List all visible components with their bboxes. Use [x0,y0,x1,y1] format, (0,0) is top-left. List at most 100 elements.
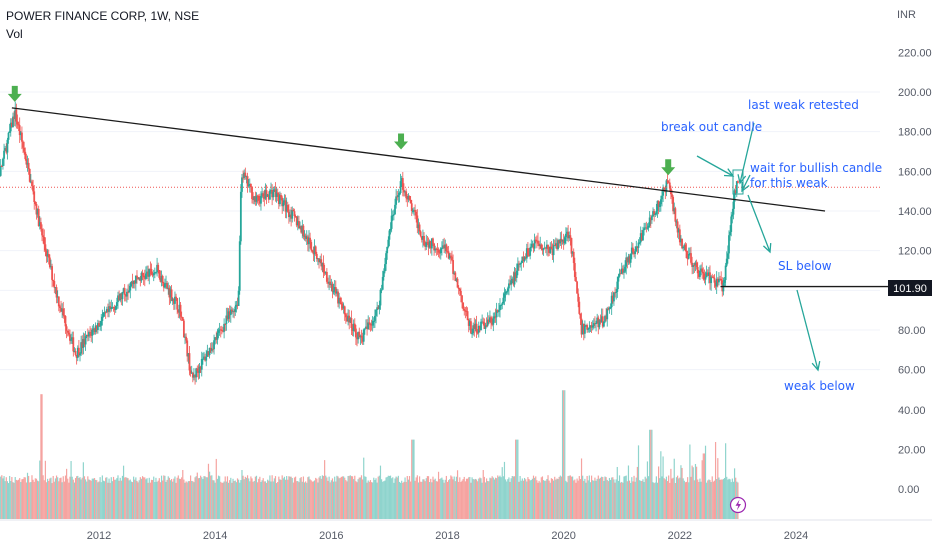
candle-body [151,274,154,276]
annotation-arrow-line [796,289,819,371]
candle-body [342,306,345,309]
candle-body [403,189,405,193]
volume-bar [673,458,675,519]
volume-bar [202,479,204,519]
candle-body [549,246,552,253]
candle-body [465,310,468,312]
candle-body [687,253,690,259]
candle-body [497,310,500,312]
volume-bar [181,477,183,519]
volume-bar [568,475,570,519]
volume-bar [650,429,652,519]
volume-bar [281,475,283,519]
candle-body [283,200,286,203]
volume-bar [536,480,538,519]
volume-bar [541,476,544,519]
volume-bar [29,482,31,519]
volume-bar [367,480,369,519]
candle-body [243,172,246,178]
candle-body [700,268,702,271]
last-price-bg [888,280,932,296]
volume-bar [720,479,722,519]
candle-body [600,316,603,323]
candle-body [47,253,50,258]
candle-body [410,203,413,211]
volume-bar [366,482,368,519]
candle-body [319,259,322,263]
volume-bar [19,478,21,519]
volume-bar [626,481,628,519]
candle-body [253,196,256,200]
volume-bar [184,482,186,519]
candle-body [594,323,596,325]
volume-bar [50,477,52,519]
candle-body [352,323,355,331]
alert-icon[interactable] [729,496,747,514]
volume-bar [692,467,694,519]
volume-bar [290,476,292,519]
time-axis[interactable]: 2012 2014 2016 2018 2020 2022 2024 [0,519,932,542]
volume-bar [127,478,129,519]
volume-bar [64,475,67,519]
volume-bar [286,476,288,519]
candle-body [504,291,507,294]
candle-body [355,328,357,338]
candle-body [79,353,81,356]
volume-bar [193,482,195,519]
candle-body [213,340,215,350]
volume-bar [649,429,651,519]
volume-bar [332,481,335,519]
volume-bar [589,482,592,519]
volume-bar [717,458,719,519]
candle-body [350,318,353,328]
candle-body [596,317,599,323]
candle-body [726,253,729,259]
volume-bar [298,482,300,519]
annotation-arrow-line [739,122,755,184]
candle-body [300,226,303,233]
lightning-icon [735,499,741,511]
volume-bar [251,478,253,519]
candle-body [499,305,501,311]
volume-bar [135,477,137,519]
volume-bar [485,478,488,519]
volume-bar [95,479,97,519]
volume-bar [146,478,148,519]
volume-bar [404,477,406,519]
candle-body [142,275,145,278]
candle-body [210,348,213,351]
candle-body [369,323,372,325]
volume-bar [699,478,701,519]
candle-body [157,264,160,271]
candle-body [123,288,126,295]
volume-bar [604,476,606,519]
volume-bar [270,481,272,519]
volume-bar [324,460,326,519]
volume-bar [4,481,6,519]
y-tick-label: 220.00 [898,47,932,59]
candle-body [628,256,631,263]
candle-body [10,122,13,128]
volume-bar [685,481,688,519]
candle-body [188,353,191,371]
price-axis[interactable]: 220.00 200.00 180.00 160.00 140.00 120.00 80.0… [898,47,932,496]
volume-bar [387,475,389,519]
volume-bar [512,476,515,519]
candle-body [597,317,600,328]
candle-body [84,336,87,345]
volume-bar [25,482,27,519]
volume-bar [230,477,232,519]
volume-bar [682,478,684,519]
candle-body [295,216,298,226]
candle-body [422,235,424,240]
candle-body [22,141,24,148]
candle-body [280,195,282,198]
candle-body [649,217,652,221]
volume-bar [12,482,14,519]
trendline[interactable] [11,107,826,212]
candle-body [234,306,237,312]
candle-body [528,255,530,257]
candle-body [477,325,480,333]
volume-bar [254,476,256,519]
